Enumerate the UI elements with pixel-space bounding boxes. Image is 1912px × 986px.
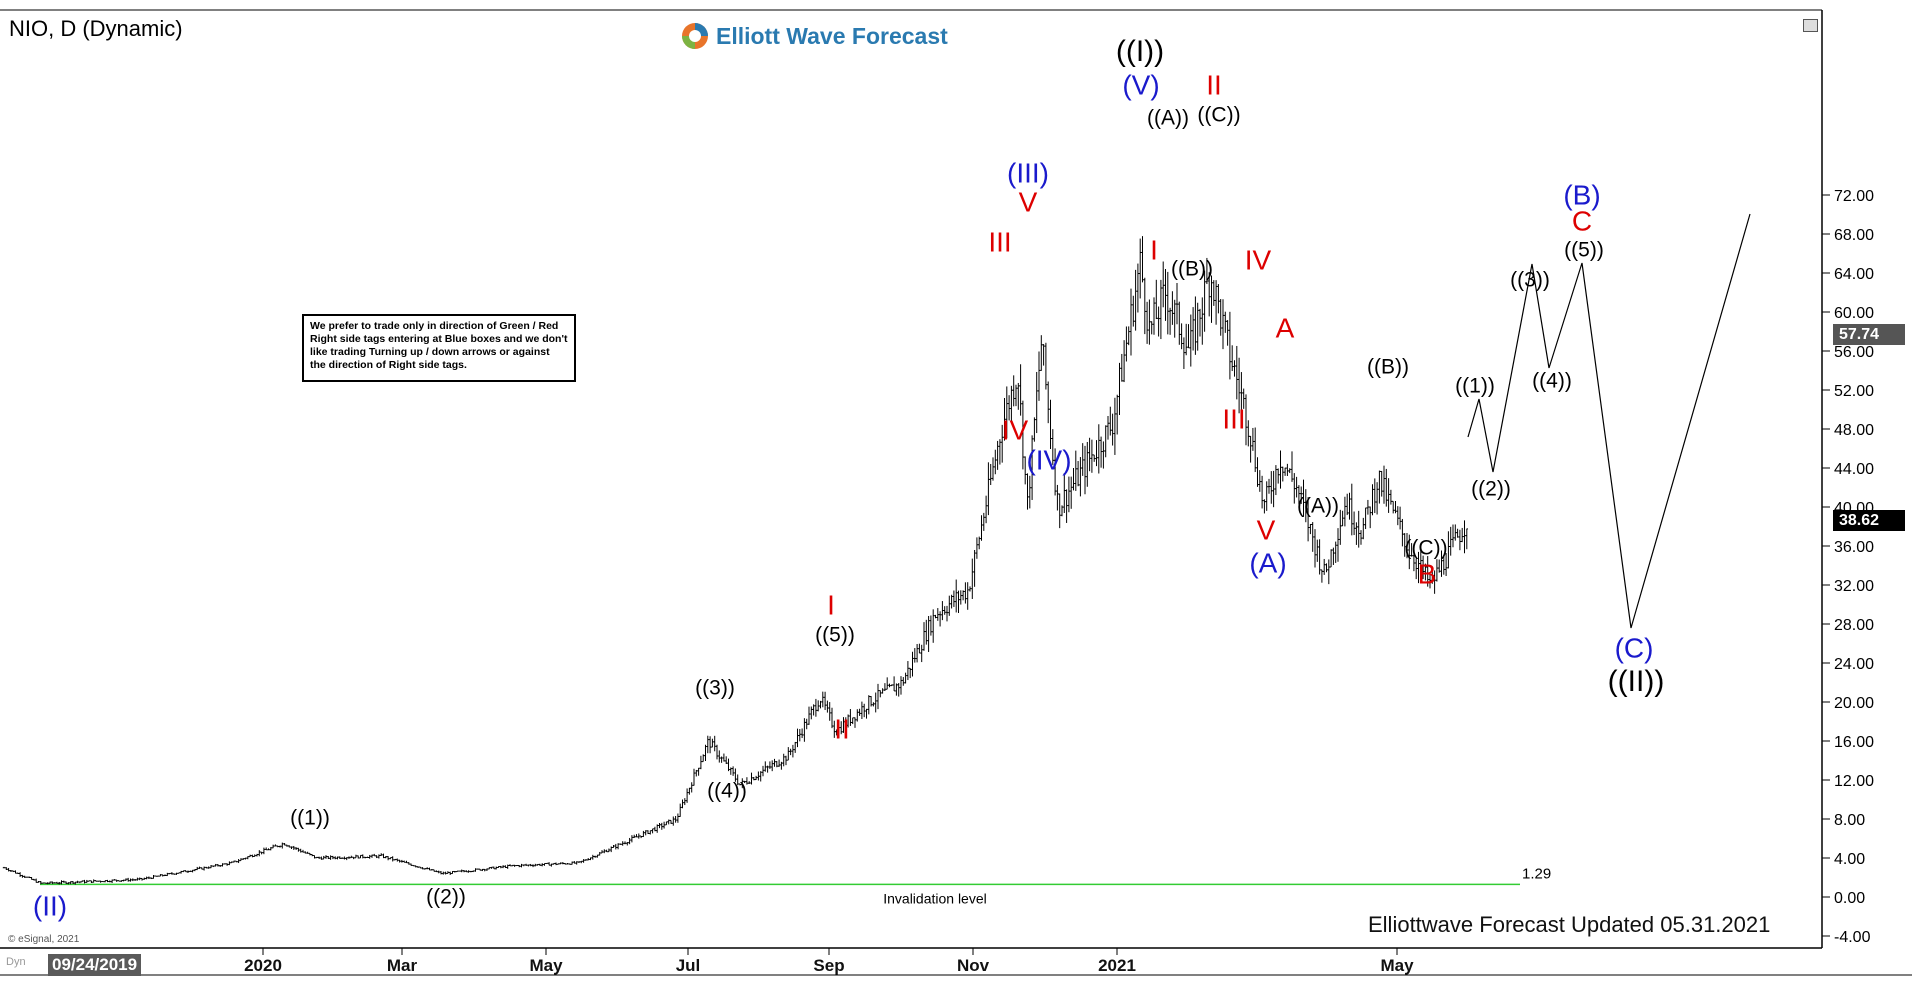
invalidation-value: 1.29 [1522, 865, 1551, 882]
wave-label: ((2)) [1471, 478, 1511, 501]
wave-label: ((A)) [1147, 107, 1189, 130]
wave-label: I [827, 589, 835, 620]
ohlc-bar [516, 865, 518, 866]
trading-note: We prefer to trade only in direction of … [302, 314, 576, 382]
y-tick-label: 68.00 [1834, 227, 1874, 244]
x-tick-label: 2020 [244, 956, 282, 975]
wave-label: ((1)) [1455, 375, 1495, 398]
invalidation-label: Invalidation level [883, 890, 987, 906]
wave-label: III [1222, 403, 1245, 434]
updated-caption: Elliottwave Forecast Updated 05.31.2021 [1368, 912, 1770, 938]
y-tick-label: 36.00 [1834, 539, 1874, 556]
x-tick-label: Sep [813, 956, 844, 975]
wave-label: I [1150, 234, 1158, 265]
wave-label: (III) [1007, 157, 1049, 188]
wave-label: (C) [1615, 632, 1654, 663]
y-tick-label: 24.00 [1834, 656, 1874, 673]
brand-name: Elliott Wave Forecast [716, 23, 948, 50]
start-date-badge: 09/24/2019 [48, 954, 141, 976]
y-tick-label: 20.00 [1834, 695, 1874, 712]
wave-label: ((3)) [695, 677, 735, 700]
y-tick-label: 16.00 [1834, 734, 1874, 751]
wave-label: V [1019, 186, 1038, 217]
wave-label: ((2)) [426, 886, 466, 909]
ohlc-bar [155, 876, 157, 877]
price-tag-high: 57.74 [1833, 324, 1905, 345]
brand-logo: Elliott Wave Forecast [680, 21, 948, 51]
ticker-title: NIO, D (Dynamic) [9, 16, 183, 42]
y-tick-label: 48.00 [1834, 422, 1874, 439]
wave-label: III [988, 226, 1011, 257]
y-tick-label: -4.00 [1834, 929, 1871, 946]
y-tick-label: 60.00 [1834, 305, 1874, 322]
wave-label: ((I)) [1116, 35, 1164, 68]
wave-label: C [1572, 205, 1592, 236]
x-tick-label: May [1380, 956, 1414, 975]
wave-label: ((5)) [1564, 239, 1604, 262]
wave-label: IV [1245, 244, 1272, 275]
wave-label: V [1257, 514, 1276, 545]
y-tick-label: 32.00 [1834, 578, 1874, 595]
wave-label: (A) [1249, 547, 1286, 578]
ohlc-bar [97, 881, 99, 882]
window-restore-icon[interactable] [1803, 19, 1818, 32]
y-tick-label: 56.00 [1834, 344, 1874, 361]
wave-label: (IV) [1026, 444, 1071, 475]
dyn-label: Dyn [6, 956, 26, 968]
wave-label: (II) [33, 890, 67, 921]
esignal-credit: © eSignal, 2021 [8, 934, 79, 945]
ohlc-bar [546, 863, 548, 864]
wave-label: II [834, 713, 850, 744]
y-tick-label: 8.00 [1834, 812, 1865, 829]
wave-label: ((4)) [1532, 370, 1572, 393]
x-tick-label: May [529, 956, 563, 975]
x-tick-label: 2021 [1098, 956, 1136, 975]
wave-label: ((A)) [1297, 495, 1339, 518]
wave-label: ((C)) [1404, 537, 1447, 560]
x-tick-label: Mar [387, 956, 418, 975]
wave-label: II [1206, 69, 1222, 100]
wave-label: ((C)) [1197, 104, 1240, 127]
wave-label: IV [1002, 414, 1029, 445]
y-tick-label: 72.00 [1834, 188, 1874, 205]
ohlc-bar [26, 877, 28, 878]
ohlc-bar [44, 883, 46, 884]
wave-label: A [1276, 312, 1295, 343]
ohlc-bar [53, 882, 55, 883]
ohlc-bar [477, 869, 479, 870]
ohlc-bar [157, 876, 159, 877]
wave-label: (V) [1122, 69, 1159, 100]
wave-label: ((3)) [1510, 269, 1550, 292]
wave-label: ((B)) [1367, 356, 1409, 379]
y-tick-label: 12.00 [1834, 773, 1874, 790]
brand-icon [680, 21, 710, 51]
wave-label: ((II)) [1608, 665, 1665, 698]
wave-label: ((4)) [707, 780, 747, 803]
wave-label: ((5)) [815, 624, 855, 647]
y-tick-label: 44.00 [1834, 461, 1874, 478]
y-tick-label: 52.00 [1834, 383, 1874, 400]
y-tick-label: 4.00 [1834, 851, 1865, 868]
x-tick-label: Jul [676, 956, 701, 975]
y-tick-label: 28.00 [1834, 617, 1874, 634]
y-tick-label: 64.00 [1834, 266, 1874, 283]
x-tick-label: Nov [957, 956, 990, 975]
ohlc-bar [42, 883, 44, 884]
price-tag-last: 38.62 [1833, 510, 1905, 531]
wave-label: ((1)) [290, 807, 330, 830]
y-tick-label: 0.00 [1834, 890, 1865, 907]
wave-label: ((B)) [1171, 258, 1213, 281]
wave-label: B [1418, 558, 1437, 589]
